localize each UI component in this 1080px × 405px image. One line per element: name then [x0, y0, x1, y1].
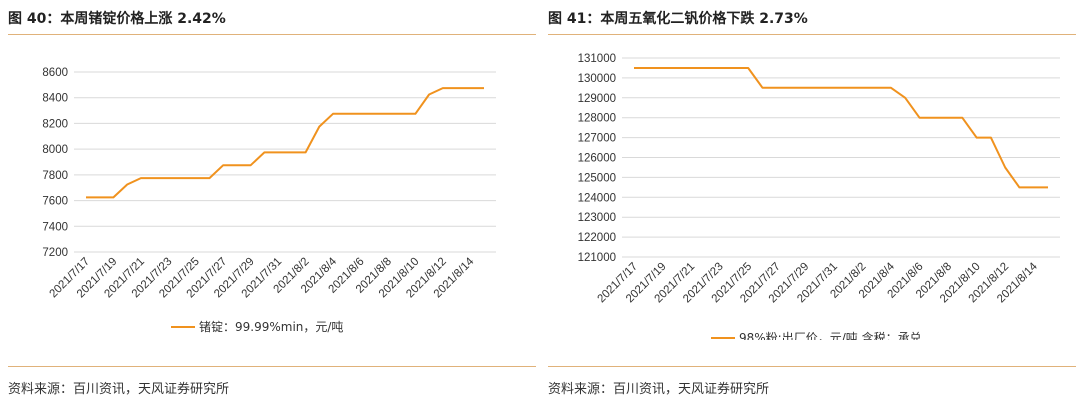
y-tick-label: 124000	[578, 192, 616, 204]
y-tick-label: 123000	[578, 212, 616, 224]
y-tick-label: 128000	[578, 113, 616, 125]
y-tick-label: 8600	[42, 67, 68, 79]
title-divider	[8, 34, 536, 35]
source-divider	[548, 366, 1076, 367]
legend-label: 锗锭：99.99%min，元/吨	[199, 319, 343, 334]
y-tick-label: 8000	[42, 144, 68, 156]
y-tick-label: 7200	[42, 247, 68, 259]
title-divider	[548, 34, 1076, 35]
legend-label: 98%粉:出厂价，元/吨 含税；承兑	[739, 330, 922, 340]
germanium-price-chart: 720074007600780080008200840086002021/7/1…	[42, 67, 496, 334]
y-tick-label: 7800	[42, 170, 68, 182]
source-divider	[8, 366, 536, 367]
vanadium-price-chart: 121000 122000 123000 124000 125000 126000 1270…	[578, 53, 1060, 340]
chart-title: 图 41：本周五氧化二钒价格下跌 2.73%	[548, 11, 808, 27]
chart-panel-vanadium: 图 41：本周五氧化二钒价格下跌 2.73% 121000 122000 12300…	[548, 0, 1076, 405]
y-tick-label: 121000	[578, 252, 616, 264]
y-tick-label: 127000	[578, 133, 616, 145]
chart-title: 图 40：本周锗锭价格上涨 2.42%	[8, 11, 226, 27]
y-tick-label: 126000	[578, 153, 616, 165]
chart-panel-germanium: 图 40：本周锗锭价格上涨 2.42% 7200 7400 7600 7800 8000…	[8, 0, 536, 405]
y-tick-label: 131000	[578, 53, 616, 65]
y-tick-label: 130000	[578, 73, 616, 85]
series-line	[634, 67, 1048, 189]
series-line	[86, 87, 484, 199]
source-note: 资料来源：百川资讯，天风证券研究所	[548, 382, 770, 397]
y-tick-label: 7400	[42, 221, 68, 233]
y-tick-label: 8400	[42, 93, 68, 105]
y-tick-label: 8200	[42, 118, 68, 130]
y-tick-label: 7600	[42, 196, 68, 208]
y-tick-label: 125000	[578, 172, 616, 184]
y-tick-label: 122000	[578, 232, 616, 244]
source-note: 资料来源：百川资讯，天风证券研究所	[8, 382, 230, 397]
y-tick-label: 129000	[578, 93, 616, 105]
